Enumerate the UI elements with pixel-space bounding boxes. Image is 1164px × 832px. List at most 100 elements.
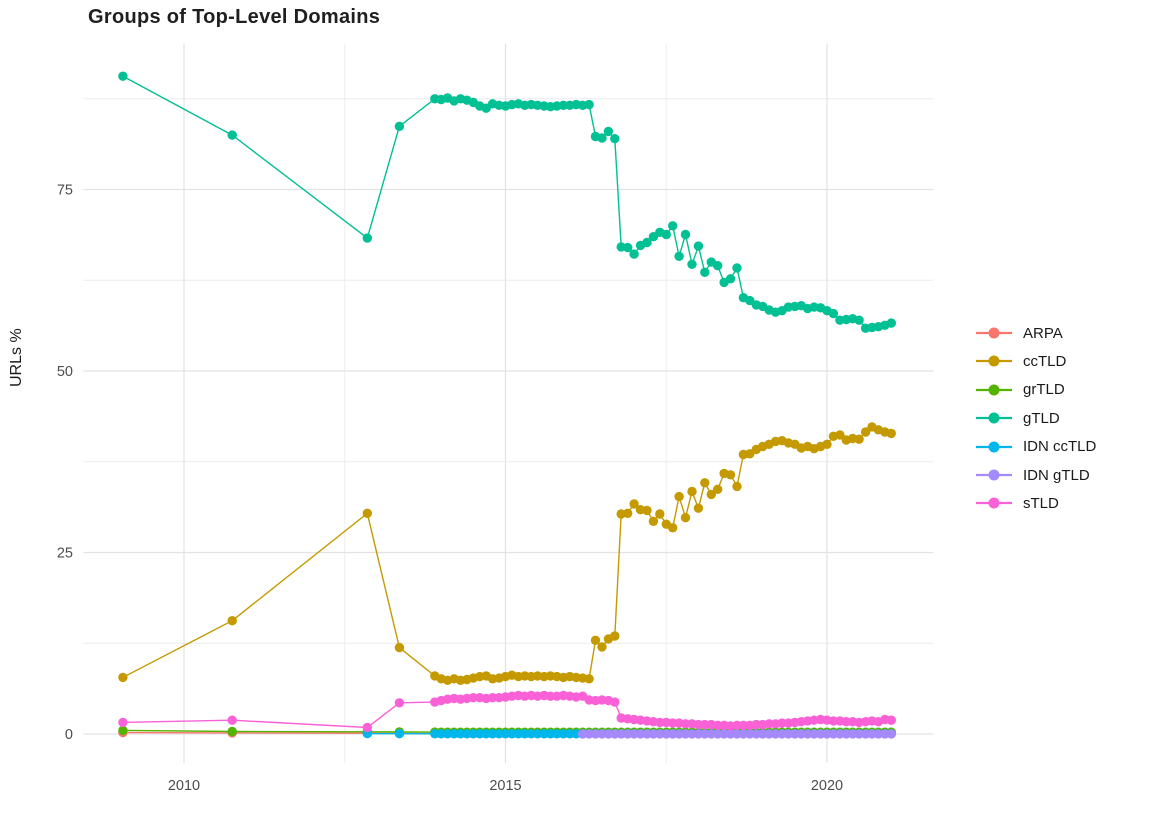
series-gtld bbox=[118, 71, 896, 333]
data-point bbox=[725, 274, 736, 284]
data-point bbox=[532, 729, 543, 739]
data-point bbox=[860, 427, 871, 437]
legend-label: sTLD bbox=[1023, 494, 1059, 512]
data-point bbox=[227, 726, 237, 737]
data-point bbox=[442, 729, 453, 739]
legend-item-cctld: ccTLD bbox=[974, 347, 1066, 375]
legend-label: gTLD bbox=[1023, 409, 1060, 427]
data-point bbox=[661, 229, 671, 240]
chart-title: Groups of Top-Level Domains bbox=[88, 6, 381, 28]
data-point bbox=[873, 729, 884, 739]
legend-key-icon bbox=[976, 412, 1012, 424]
legend-key-icon bbox=[976, 355, 1012, 367]
data-point bbox=[584, 674, 594, 684]
data-point bbox=[487, 693, 498, 703]
data-point bbox=[118, 725, 128, 736]
data-point bbox=[668, 523, 678, 533]
legend-item-gtld: gTLD bbox=[974, 404, 1060, 432]
data-point bbox=[584, 99, 594, 110]
data-point bbox=[700, 267, 710, 277]
data-point bbox=[854, 315, 864, 325]
data-point bbox=[674, 491, 684, 502]
legend-key-icon bbox=[976, 441, 1012, 453]
data-point bbox=[854, 729, 864, 739]
data-point bbox=[394, 642, 405, 653]
data-point bbox=[764, 719, 774, 729]
legend-item-grtld: grTLD bbox=[974, 376, 1065, 404]
data-point bbox=[854, 434, 864, 444]
data-point bbox=[655, 729, 665, 739]
data-point bbox=[693, 241, 704, 251]
data-point bbox=[713, 261, 723, 271]
data-point bbox=[725, 729, 736, 739]
data-point bbox=[809, 729, 819, 739]
data-point bbox=[745, 729, 755, 739]
data-point bbox=[700, 729, 710, 739]
data-point bbox=[118, 71, 128, 81]
legend-key-icon bbox=[976, 327, 1012, 339]
legend-label: IDN ccTLD bbox=[1023, 438, 1097, 456]
data-point bbox=[725, 470, 736, 480]
data-point bbox=[362, 233, 372, 243]
data-point bbox=[227, 715, 237, 725]
data-point bbox=[118, 672, 128, 683]
data-point bbox=[828, 716, 839, 726]
data-point bbox=[623, 508, 633, 518]
data-point bbox=[603, 126, 614, 137]
data-point bbox=[886, 715, 896, 725]
data-point bbox=[668, 221, 678, 231]
data-point bbox=[886, 428, 896, 439]
data-point bbox=[886, 729, 896, 739]
data-point bbox=[680, 229, 691, 240]
data-point bbox=[680, 513, 691, 523]
x-tick-label-2020: 2020 bbox=[811, 778, 843, 794]
data-point bbox=[687, 259, 697, 269]
data-point bbox=[713, 484, 723, 494]
data-point bbox=[468, 729, 478, 739]
data-point bbox=[700, 478, 710, 488]
data-point bbox=[642, 237, 652, 248]
data-point bbox=[783, 729, 794, 739]
data-point bbox=[118, 717, 128, 728]
legend-label: IDN gTLD bbox=[1023, 466, 1090, 484]
legend-key-icon bbox=[976, 469, 1012, 481]
data-point bbox=[610, 631, 620, 641]
x-tick-label-2015: 2015 bbox=[489, 778, 521, 794]
data-point bbox=[468, 693, 478, 703]
data-point bbox=[629, 249, 639, 259]
y-tick-label-50: 50 bbox=[57, 364, 73, 380]
legend-item-idn-cctld: IDN ccTLD bbox=[974, 433, 1096, 461]
data-point bbox=[706, 489, 716, 500]
data-point bbox=[687, 486, 697, 497]
y-tick-label-75: 75 bbox=[57, 183, 73, 199]
data-point bbox=[732, 481, 742, 492]
data-point bbox=[590, 635, 601, 645]
data-point bbox=[700, 719, 710, 730]
data-point bbox=[635, 729, 646, 739]
data-point bbox=[487, 729, 498, 739]
data-point bbox=[655, 717, 665, 728]
data-point bbox=[828, 308, 839, 319]
legend-label: ccTLD bbox=[1023, 352, 1067, 370]
data-point bbox=[674, 251, 684, 261]
data-point bbox=[394, 729, 405, 739]
gridlines-major bbox=[83, 43, 933, 763]
data-point bbox=[597, 133, 607, 143]
data-point bbox=[732, 263, 742, 273]
data-point bbox=[552, 729, 562, 739]
data-point bbox=[610, 697, 620, 707]
data-point bbox=[362, 722, 372, 733]
data-point bbox=[642, 505, 652, 516]
data-point bbox=[629, 499, 639, 509]
gridlines-minor bbox=[83, 43, 933, 763]
legend: ARPA ccTLD grTLD gTLD IDN ccTLD IDN gTLD sTLD bbox=[974, 0, 1164, 827]
series-idn-gtld bbox=[578, 729, 896, 739]
series-stld bbox=[118, 690, 896, 733]
y-tick-label-0: 0 bbox=[65, 727, 73, 743]
y-axis-title: URLs % bbox=[8, 328, 25, 387]
data-point bbox=[764, 729, 774, 739]
data-point bbox=[655, 509, 665, 519]
data-point bbox=[610, 134, 620, 144]
